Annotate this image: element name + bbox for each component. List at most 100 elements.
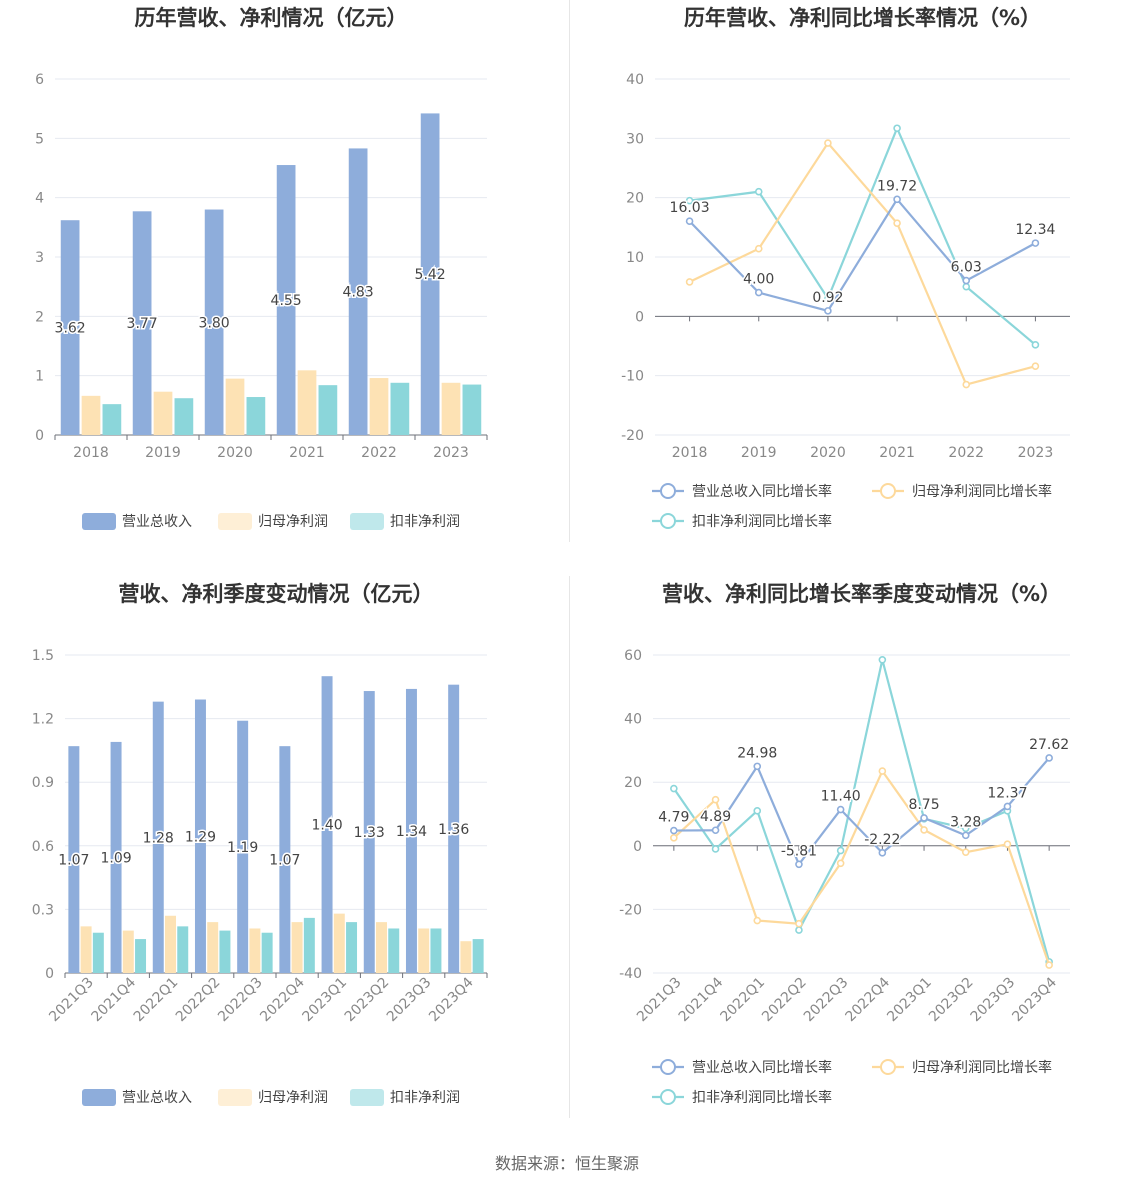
legend-swatch: [82, 1089, 116, 1106]
data-label: 27.62: [1029, 737, 1069, 753]
y-tick-label: 20: [624, 775, 642, 791]
y-tick-label: 0: [45, 966, 54, 982]
x-tick-label: 2022: [361, 445, 397, 461]
data-label: 1.09: [100, 850, 131, 866]
chart-svg: 历年营收、净利情况（亿元） 0 1 2 3 4 5 6 2018 2019 2020 2021 2022…: [35, 6, 488, 530]
x-tick-label: 2021Q4: [676, 974, 727, 1025]
bar-deducted: [177, 926, 189, 973]
bar-deducted: [462, 384, 482, 435]
series-point: [878, 849, 887, 857]
series-point: [920, 826, 928, 834]
bar-netprofit: [333, 913, 345, 973]
x-tick-label: 2021: [289, 445, 325, 461]
y-tick-label: 3: [35, 250, 44, 266]
y-tick-label: 0.9: [32, 775, 54, 791]
data-label: -5.81: [781, 843, 817, 859]
chart-svg: 营收、净利季度变动情况（亿元）00.30.60.91.21.52021Q3202…: [32, 582, 488, 1106]
data-label: -2.22: [864, 832, 900, 848]
series-line-deducted: [672, 659, 1051, 963]
series-point: [962, 380, 971, 389]
bar-deducted: [318, 385, 338, 435]
bar-deducted: [92, 932, 104, 973]
series-point: [893, 195, 901, 204]
legend-item-revenue: 营业总收入: [82, 1089, 192, 1106]
bar-netprofit: [369, 378, 389, 435]
x-tick-label: 2019: [741, 445, 777, 461]
series-point: [1003, 802, 1012, 811]
x-tick-label: 2021Q4: [89, 974, 140, 1025]
series-point: [685, 217, 694, 226]
legend-swatch: [218, 513, 252, 530]
data-label: 1.33: [354, 825, 385, 841]
series-point: [836, 859, 845, 868]
y-tick-label: -20: [619, 902, 642, 918]
series-point: [711, 845, 720, 853]
legend-label: 扣非净利润: [390, 1090, 460, 1106]
data-label: 11.40: [821, 789, 861, 805]
series-point: [1031, 362, 1040, 370]
series-point: [836, 805, 845, 814]
legend-label: 归母净利润: [258, 513, 328, 530]
legend-item-deducted: 扣非净利润同比增长率: [652, 513, 832, 530]
data-label: 12.34: [1015, 222, 1055, 238]
x-tick-label: 2021Q3: [634, 975, 685, 1026]
bar-deducted: [388, 928, 400, 973]
bar-revenue: [405, 688, 417, 973]
series-point: [824, 139, 832, 147]
bar-revenue: [110, 741, 122, 973]
series-point: [1031, 239, 1040, 247]
data-label: 1.29: [185, 829, 216, 845]
bar-deducted: [219, 930, 231, 973]
bar-netprofit: [291, 922, 303, 973]
legend-label: 归母净利润同比增长率: [912, 483, 1052, 500]
y-tick-label: 40: [626, 72, 644, 88]
data-label: 12.37: [987, 785, 1027, 801]
legend-marker: [660, 1059, 676, 1075]
data-label: 1.36: [438, 822, 469, 838]
data-label: 1.28: [143, 830, 174, 846]
y-tick-label: -40: [619, 966, 642, 982]
chart-title: 历年营收、净利情况（亿元）: [135, 6, 408, 30]
data-label: 4.55: [271, 293, 302, 309]
legend-label: 归母净利润: [258, 1089, 328, 1106]
data-label: 4.79: [658, 810, 689, 826]
legend-label: 归母净利润同比增长率: [912, 1059, 1052, 1076]
legend-item-netprofit: 归母净利润同比增长率: [872, 1059, 1052, 1076]
legend-label: 扣非净利润同比增长率: [692, 1089, 832, 1106]
data-label: 3.28: [950, 814, 981, 830]
data-label: 24.98: [737, 745, 777, 761]
bar-revenue: [132, 211, 152, 435]
bar-netprofit: [460, 941, 472, 973]
data-label: 1.07: [269, 853, 300, 869]
series-point: [961, 831, 970, 840]
series-line-netprofit: [673, 768, 1051, 966]
y-tick-label: 30: [626, 131, 644, 147]
bar-revenue: [60, 220, 80, 435]
bar-netprofit: [81, 395, 101, 435]
data-label: 4.00: [743, 272, 774, 288]
y-tick-label: 6: [35, 72, 44, 88]
series-point: [753, 807, 762, 815]
bar-revenue: [237, 720, 249, 973]
series-point: [795, 919, 803, 928]
series-line-revenue: [673, 757, 1050, 867]
data-label: 6.03: [951, 260, 982, 276]
bar-revenue: [321, 676, 333, 973]
y-tick-label: 40: [624, 712, 642, 728]
legend-item-deducted: 扣非净利润同比增长率: [652, 1089, 832, 1106]
bar-netprofit: [441, 382, 461, 435]
series-line-netprofit: [689, 141, 1036, 386]
bar-revenue: [204, 209, 224, 435]
legend-marker: [660, 1089, 676, 1105]
x-tick-label: 2023: [433, 445, 469, 461]
series-point: [711, 826, 720, 835]
series-point: [878, 655, 887, 664]
y-tick-label: 4: [35, 191, 44, 207]
series-point: [1045, 961, 1053, 969]
bar-revenue: [279, 746, 291, 973]
legend-label: 扣非净利润同比增长率: [692, 513, 832, 530]
series-point: [685, 278, 694, 286]
series-point: [754, 187, 763, 196]
bar-revenue: [194, 699, 206, 973]
bar-deducted: [261, 932, 273, 973]
